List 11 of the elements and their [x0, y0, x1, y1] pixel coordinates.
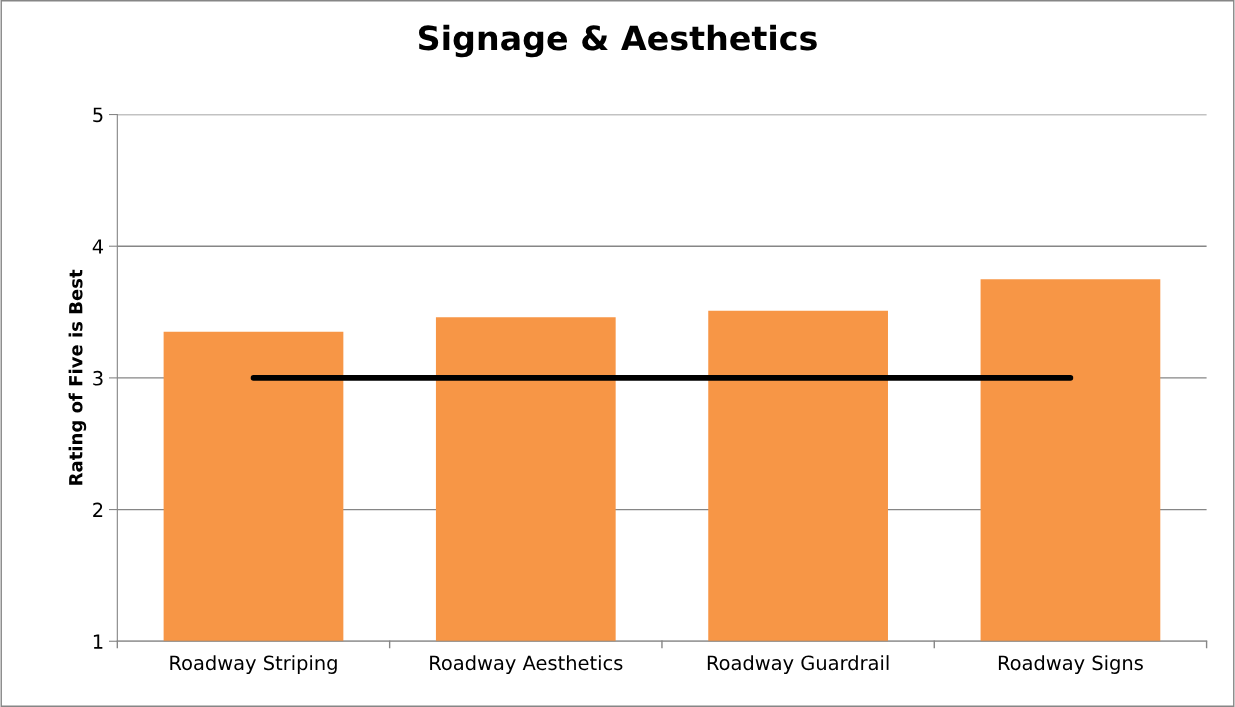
y-axis-title: Rating of Five is Best	[68, 269, 87, 485]
y-tick-label: 3	[93, 370, 103, 386]
x-tick-label: Roadway Aesthetics	[430, 655, 623, 674]
y-tick-label: 4	[92, 239, 104, 254]
y-tick-label: 2	[93, 502, 103, 517]
x-tick-label: Roadway Striping	[170, 655, 337, 674]
x-tick-label: Roadway Signs	[998, 655, 1143, 674]
x-tick-label: Roadway Guardrail	[707, 655, 889, 674]
y-tick-label: 5	[93, 107, 103, 123]
y-tick-label: 1	[93, 634, 103, 649]
chart-title: Signage & Aesthetics	[419, 24, 817, 58]
